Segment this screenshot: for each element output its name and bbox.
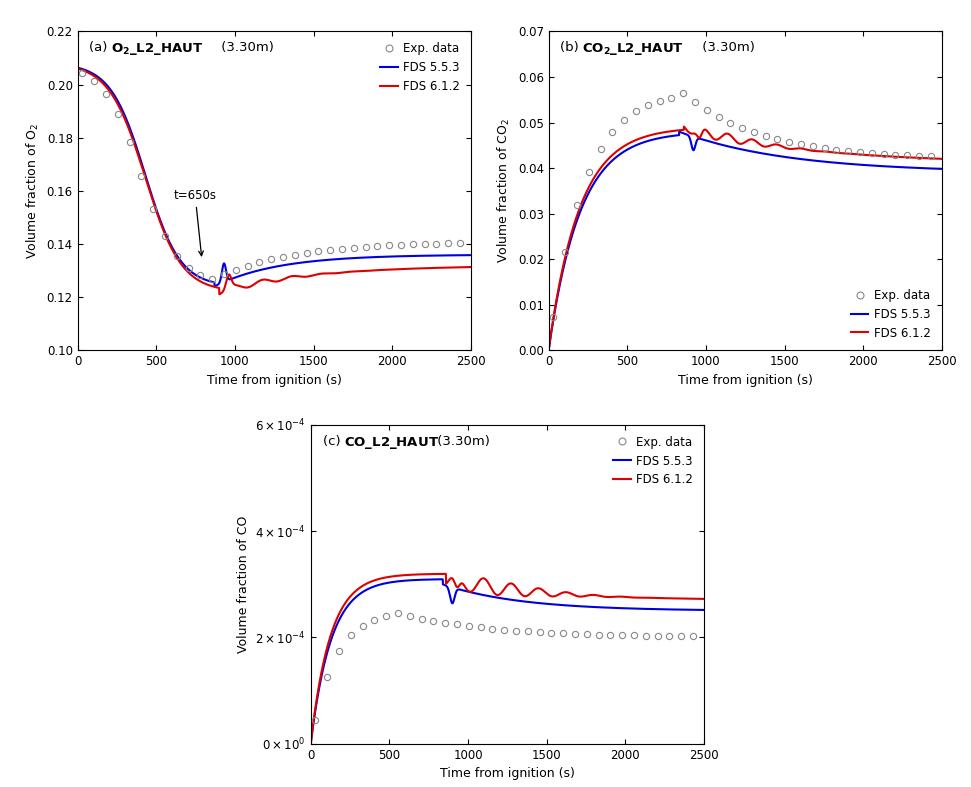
Text: t=650s: t=650s: [174, 189, 217, 256]
Text: $\mathbf{CO}$_L2_HAUT: $\mathbf{CO}$_L2_HAUT: [344, 434, 439, 450]
Text: (3.30m): (3.30m): [433, 434, 489, 448]
Y-axis label: Volume fraction of CO: Volume fraction of CO: [237, 515, 250, 653]
X-axis label: Time from ignition (s): Time from ignition (s): [678, 374, 813, 386]
X-axis label: Time from ignition (s): Time from ignition (s): [440, 767, 575, 780]
Text: (3.30m): (3.30m): [698, 41, 754, 54]
Legend: Exp. data, FDS 5.5.3, FDS 6.1.2: Exp. data, FDS 5.5.3, FDS 6.1.2: [846, 284, 936, 344]
Text: (3.30m): (3.30m): [218, 41, 274, 54]
Text: (c): (c): [322, 434, 345, 448]
Text: (b): (b): [560, 41, 584, 54]
Y-axis label: Volume fraction of O$_2$: Volume fraction of O$_2$: [25, 123, 41, 259]
Text: $\mathbf{O_2}$_L2_HAUT: $\mathbf{O_2}$_L2_HAUT: [111, 41, 203, 57]
Text: (a): (a): [89, 41, 112, 54]
Text: $\mathbf{CO_2}$_L2_HAUT: $\mathbf{CO_2}$_L2_HAUT: [582, 41, 684, 57]
Legend: Exp. data, FDS 5.5.3, FDS 6.1.2: Exp. data, FDS 5.5.3, FDS 6.1.2: [608, 431, 698, 491]
Legend: Exp. data, FDS 5.5.3, FDS 6.1.2: Exp. data, FDS 5.5.3, FDS 6.1.2: [375, 38, 465, 98]
X-axis label: Time from ignition (s): Time from ignition (s): [207, 374, 342, 386]
Y-axis label: Volume fraction of CO$_2$: Volume fraction of CO$_2$: [496, 119, 512, 263]
